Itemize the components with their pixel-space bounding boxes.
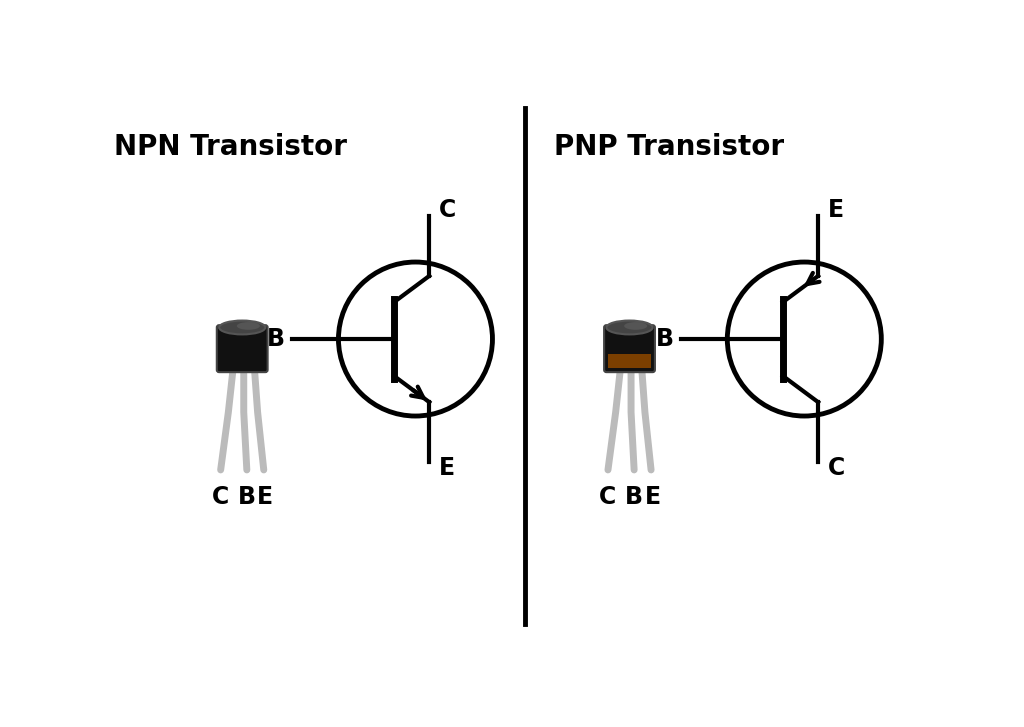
Bar: [608, 355, 651, 369]
Text: PNP Transistor: PNP Transistor: [555, 132, 784, 161]
FancyBboxPatch shape: [604, 325, 655, 372]
Ellipse shape: [219, 321, 265, 334]
Text: E: E: [438, 457, 455, 481]
Text: NPN Transistor: NPN Transistor: [114, 132, 347, 161]
Text: E: E: [257, 486, 273, 510]
Ellipse shape: [625, 322, 647, 330]
Text: B: B: [655, 327, 674, 351]
Text: C: C: [438, 198, 456, 222]
Text: E: E: [827, 198, 844, 222]
Ellipse shape: [606, 321, 652, 334]
Ellipse shape: [237, 322, 260, 330]
Text: B: B: [625, 486, 643, 510]
Text: B: B: [238, 486, 256, 510]
FancyBboxPatch shape: [217, 325, 267, 372]
Text: B: B: [266, 327, 285, 351]
Text: C: C: [599, 486, 616, 510]
Text: C: C: [212, 486, 229, 510]
Text: E: E: [644, 486, 660, 510]
Text: C: C: [827, 457, 845, 481]
